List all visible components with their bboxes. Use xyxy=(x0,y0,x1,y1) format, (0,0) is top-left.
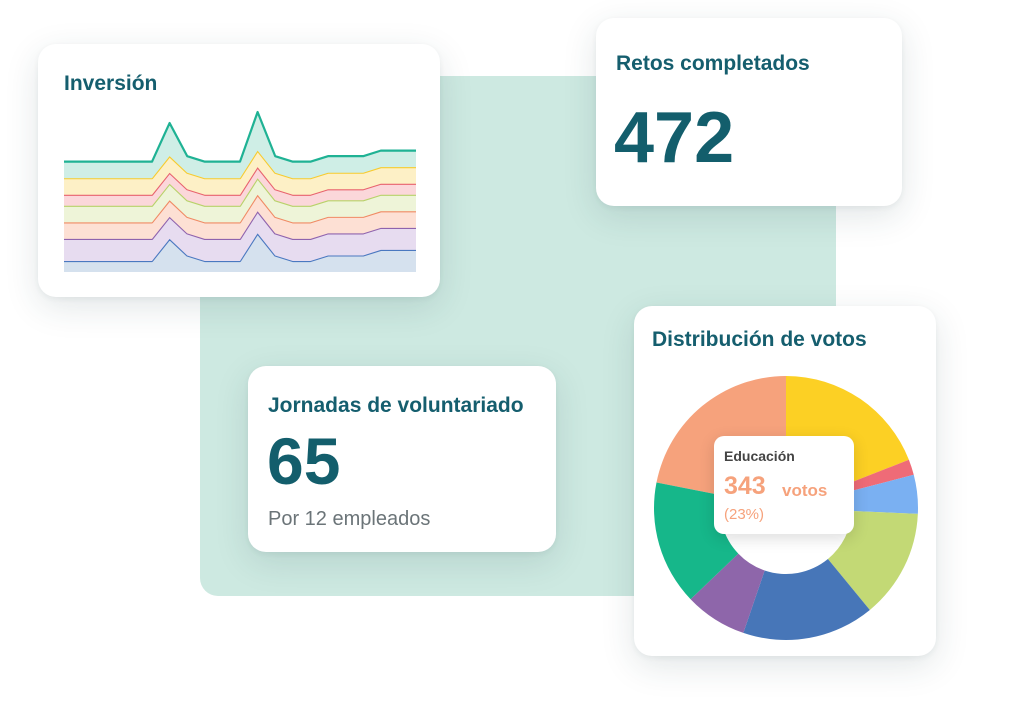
jornadas-card[interactable]: Jornadas de voluntariado 65 Por 12 emple… xyxy=(248,366,556,552)
series-line-2 xyxy=(64,193,416,224)
area-band-3 xyxy=(64,178,416,223)
area-band-1 xyxy=(64,211,416,261)
donut-slice-5[interactable] xyxy=(743,558,870,640)
tooltip-label: Educación xyxy=(724,448,795,464)
donut-chart xyxy=(654,376,918,640)
jornadas-value: 65 xyxy=(267,424,341,498)
area-band-6 xyxy=(64,112,416,179)
area-band-0 xyxy=(64,233,416,272)
donut-slice-2[interactable] xyxy=(847,459,914,492)
donut-slice-3[interactable] xyxy=(849,474,918,514)
inversion-chart xyxy=(64,110,416,272)
retos-title: Retos completados xyxy=(616,52,810,75)
inversion-title: Inversión xyxy=(64,72,158,95)
distribucion-card[interactable]: Distribución de votos Educación 343 voto… xyxy=(634,306,936,656)
inversion-card[interactable]: Inversión xyxy=(38,44,440,297)
donut-slice-0[interactable] xyxy=(656,376,786,496)
jornadas-subtitle: Por 12 empleados xyxy=(268,508,431,530)
series-line-6 xyxy=(64,110,416,163)
retos-value: 472 xyxy=(614,98,735,178)
tooltip-percent: (23%) xyxy=(724,506,765,523)
retos-card[interactable]: Retos completados 472 xyxy=(596,18,902,206)
area-band-5 xyxy=(64,150,416,195)
area-band-2 xyxy=(64,194,416,239)
donut-slice-6[interactable] xyxy=(690,553,765,633)
donut-slice-1[interactable] xyxy=(786,376,909,484)
tooltip-unit: votos xyxy=(782,481,828,500)
donut-slice-4[interactable] xyxy=(827,510,918,610)
jornadas-title: Jornadas de voluntariado xyxy=(268,394,524,417)
tooltip-value: 343 xyxy=(724,472,766,500)
chart-tooltip: Educación 343 votos (23%) xyxy=(714,436,854,534)
distribucion-title: Distribución de votos xyxy=(652,328,867,351)
series-line-5 xyxy=(64,149,416,180)
area-band-4 xyxy=(64,167,416,206)
